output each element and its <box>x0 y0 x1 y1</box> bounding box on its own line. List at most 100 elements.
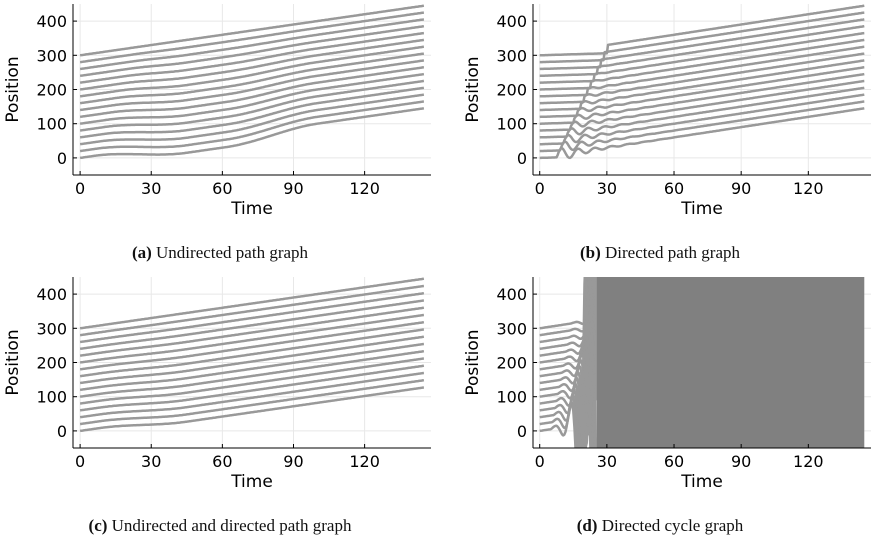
series-line <box>79 38 425 91</box>
series-line <box>539 335 599 385</box>
x-axis-label: Time <box>230 472 273 492</box>
x-tick-label: 60 <box>664 179 684 198</box>
series-line <box>79 100 425 153</box>
caption-c-label: (c) <box>88 516 108 535</box>
x-axis-label: Time <box>680 472 723 492</box>
y-tick-label: 400 <box>496 285 527 304</box>
x-tick-label: 120 <box>349 452 380 471</box>
series-line <box>539 277 595 438</box>
caption-a-text: Undirected path graph <box>156 243 309 262</box>
series-line <box>539 4 865 57</box>
y-axis-label: Position <box>3 56 23 122</box>
series-line <box>79 93 425 146</box>
y-tick-label: 400 <box>496 12 527 31</box>
caption-b: (b) Directed path graph <box>440 243 880 263</box>
y-tick-label: 100 <box>36 388 67 407</box>
y-tick-label: 400 <box>36 285 67 304</box>
x-tick-label: 60 <box>664 452 684 471</box>
y-tick-label: 100 <box>496 115 527 134</box>
caption-c-text: Undirected and directed path graph <box>111 516 352 535</box>
plot-area <box>79 277 425 433</box>
chart-panel-b: 0 30 60 90 120 0 100 200 300 400 Time Position <box>463 4 871 219</box>
y-tick-label: 200 <box>496 81 527 100</box>
caption-b-text: Directed path graph <box>605 243 741 262</box>
y-tick-label: 0 <box>517 422 527 441</box>
x-tick-label: 90 <box>731 452 751 471</box>
series-line <box>79 86 425 139</box>
y-axis-label: Position <box>463 56 483 122</box>
series-line <box>79 277 425 330</box>
y-tick-label: 300 <box>496 319 527 338</box>
series-line <box>79 52 425 105</box>
series-line <box>79 18 425 71</box>
series-line <box>79 31 425 84</box>
x-tick-label: 60 <box>212 179 232 198</box>
series-line <box>79 291 425 344</box>
y-tick-label: 300 <box>36 46 67 65</box>
series-line <box>539 312 599 333</box>
series-line <box>79 79 425 132</box>
series-line <box>539 24 865 78</box>
series-line <box>79 342 425 392</box>
series-line <box>79 24 425 78</box>
series-line <box>539 11 865 64</box>
x-tick-label: 30 <box>141 452 161 471</box>
series-line <box>539 93 865 146</box>
series-line <box>539 317 599 350</box>
x-tick-label: 120 <box>793 452 824 471</box>
y-tick-label: 0 <box>57 149 67 168</box>
caption-d-text: Directed cycle graph <box>601 516 744 535</box>
chart-panel-a: 0 30 60 90 120 0 100 200 300 400 Time Position <box>3 4 431 219</box>
chart-panel-c: 0 30 60 90 120 0 100 200 300 400 Time Position <box>3 277 431 492</box>
x-tick-label: 90 <box>731 179 751 198</box>
series-line <box>79 378 425 426</box>
series-line <box>79 386 425 433</box>
series-line <box>79 299 425 351</box>
x-tick-label: 60 <box>212 452 232 471</box>
series-line <box>79 59 425 112</box>
series-line <box>539 52 865 105</box>
y-tick-label: 300 <box>36 319 67 338</box>
series-line <box>79 320 425 371</box>
x-tick-label: 30 <box>597 452 617 471</box>
y-axis-label: Position <box>3 329 23 395</box>
caption-a: (a) Undirected path graph <box>0 243 440 263</box>
series-line <box>79 4 425 57</box>
x-tick-label: 30 <box>597 179 617 198</box>
x-tick-label: 120 <box>349 179 380 198</box>
series-line <box>79 349 425 398</box>
series-line <box>79 357 425 405</box>
series-line <box>79 306 425 357</box>
series-line <box>539 100 865 153</box>
x-tick-label: 30 <box>141 179 161 198</box>
x-tick-label: 90 <box>283 452 303 471</box>
caption-d-label: (d) <box>576 516 598 535</box>
series-line <box>539 45 865 98</box>
series-line <box>79 364 425 412</box>
series-line <box>79 284 425 337</box>
series-line <box>79 335 425 385</box>
series-line <box>79 45 425 98</box>
x-tick-label: 0 <box>75 452 85 471</box>
x-tick-label: 90 <box>283 179 303 198</box>
caption-c: (c) Undirected and directed path graph <box>0 516 440 536</box>
series-line <box>539 18 865 71</box>
series-line <box>539 277 598 407</box>
unstable-fill <box>596 277 865 448</box>
chart-panel-d: 0 30 60 90 120 0 100 200 300 400 Time Position <box>463 277 871 492</box>
x-tick-label: 120 <box>793 179 824 198</box>
y-tick-label: 0 <box>57 422 67 441</box>
y-tick-label: 200 <box>496 354 527 373</box>
series-line <box>79 66 425 119</box>
series-line <box>539 317 599 396</box>
series-line <box>79 328 425 378</box>
y-tick-label: 0 <box>517 149 527 168</box>
x-tick-label: 0 <box>535 179 545 198</box>
series-line <box>79 72 425 125</box>
y-tick-label: 300 <box>496 46 527 65</box>
series-line <box>539 277 595 448</box>
caption-d: (d) Directed cycle graph <box>440 516 880 536</box>
series-line <box>79 11 425 64</box>
